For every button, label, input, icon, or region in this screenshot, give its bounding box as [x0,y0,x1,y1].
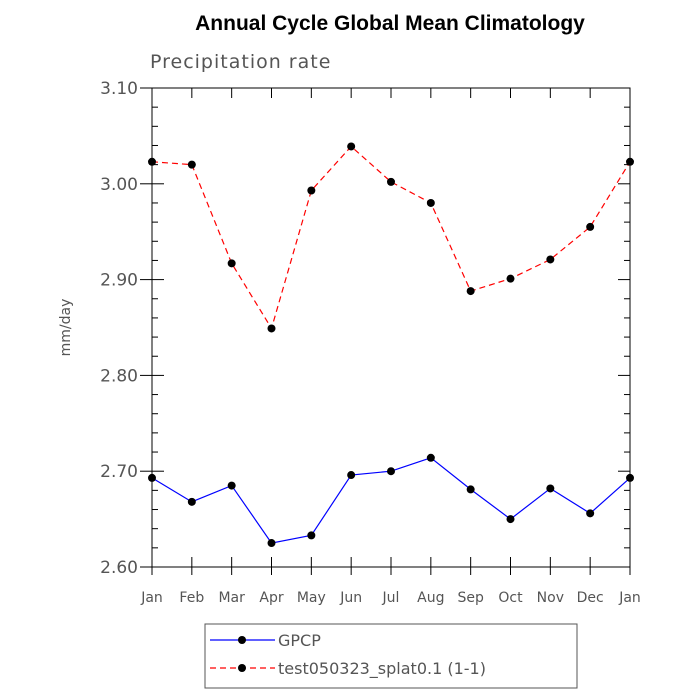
y-tick-label: 2.80 [100,366,138,386]
legend-marker [238,636,246,644]
y-tick-label: 2.70 [100,462,138,482]
x-tick-label: Jan [140,590,163,606]
x-tick-label: Feb [179,590,204,606]
data-point [546,484,555,493]
x-tick-label: Aug [417,590,444,606]
chart-title: Annual Cycle Global Mean Climatology [195,12,585,35]
axis-ticks [140,87,631,575]
data-point [626,157,634,166]
legend: GPCP test050323_splat0.1 (1-1) [204,623,578,689]
x-tick-labels: Jan Feb Mar Apr May Jun Jul Aug Sep Oct Nov Dec Jan [140,590,641,606]
data-point [227,481,236,490]
legend-marker [238,664,246,672]
data-point [307,531,316,540]
data-point [227,259,236,268]
y-tick-label: 2.90 [100,271,138,291]
x-tick-label: May [297,590,326,606]
x-tick-label: Jul [382,590,400,606]
data-point [466,287,475,296]
data-point [148,473,156,482]
data-point [387,177,395,186]
data-point [506,274,515,283]
data-point [466,485,475,494]
x-tick-label: Apr [259,590,283,606]
data-point [426,198,435,207]
x-tick-label: Nov [537,590,564,606]
data-point [347,471,356,480]
data-point [426,453,435,462]
data-point [586,509,595,518]
y-tick-label: 3.00 [100,175,138,195]
data-point [626,473,634,482]
data-point [347,142,356,151]
data-point [187,497,196,506]
data-point [187,160,196,169]
legend-label-1: GPCP [278,631,321,650]
x-tick-label: Dec [577,590,604,606]
data-point [506,515,515,524]
data-point [387,467,395,476]
data-point [148,157,156,166]
x-tick-label: Oct [498,590,523,606]
legend-label-2: test050323_splat0.1 (1-1) [278,659,486,679]
data-point [267,324,276,333]
data-point [307,186,316,195]
data-point [546,255,555,264]
y-tick-labels: 2.60 2.70 2.80 2.90 3.00 3.10 [100,79,138,578]
legend-box [204,623,578,689]
series-layer [148,142,634,548]
x-tick-label: Jan [618,590,641,606]
x-tick-label: Mar [218,590,245,606]
series-line-2 [151,145,631,330]
y-tick-label: 3.10 [100,79,138,99]
data-point [586,222,595,231]
y-axis-label: mm/day [58,299,74,357]
y-tick-label: 2.60 [100,558,138,578]
data-point [267,539,276,548]
plot-area [151,87,631,568]
x-tick-label: Sep [457,590,484,606]
plot-frame [151,87,631,568]
x-tick-label: Jun [339,590,362,606]
chart-subtitle: Precipitation rate [150,51,331,73]
